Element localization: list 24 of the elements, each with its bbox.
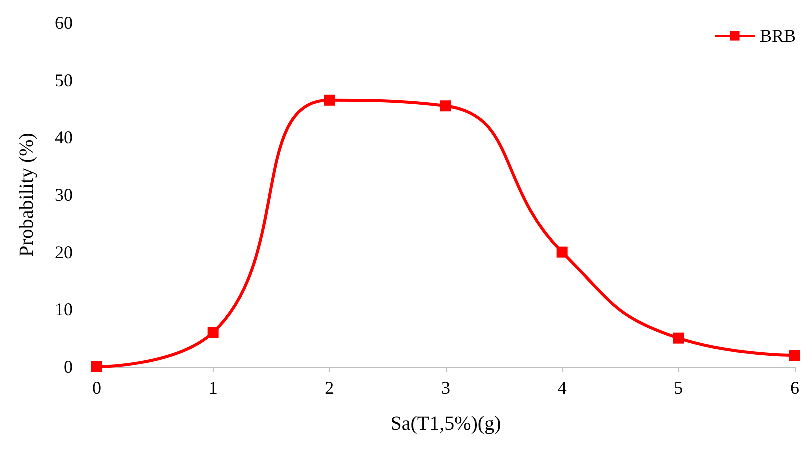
point <box>790 350 800 362</box>
x-tick-label: 5 <box>674 378 684 398</box>
y-tick-label: 20 <box>55 242 73 262</box>
y-tick-label: 10 <box>55 300 73 320</box>
x-tick-label: 4 <box>558 378 567 398</box>
x-tick-label: 1 <box>208 378 218 398</box>
point <box>92 362 102 372</box>
x-tick-label: 6 <box>790 378 800 398</box>
x-tick-label: 3 <box>442 378 450 398</box>
point <box>324 94 336 106</box>
y-tick-label: 60 <box>55 13 73 33</box>
point <box>673 332 684 344</box>
y-tick-label: 0 <box>64 357 73 377</box>
legend-label: BRB <box>760 26 796 46</box>
y-tick-label: 30 <box>55 185 73 205</box>
point <box>440 100 452 112</box>
point <box>556 246 568 258</box>
x-tick-label: 2 <box>325 378 334 398</box>
x-tick-label: 0 <box>92 378 102 398</box>
y-tick-label: 40 <box>55 128 73 148</box>
y-axis-title: Probability (%) <box>16 133 38 257</box>
x-axis-title: Sa(T1,5%)(g) <box>390 413 502 435</box>
point <box>208 327 219 338</box>
y-tick-label: 50 <box>55 70 73 90</box>
